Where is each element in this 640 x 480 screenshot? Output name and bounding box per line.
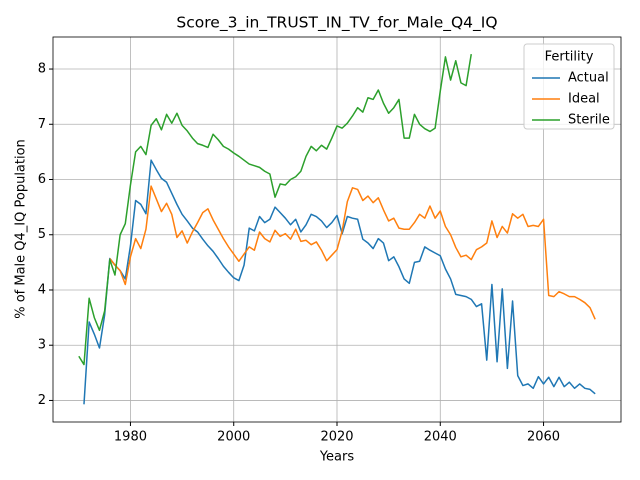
legend-label: Sterile <box>568 113 610 128</box>
legend-box <box>523 43 615 130</box>
x-tick-label: 1980 <box>114 430 147 445</box>
y-tick-label: 7 <box>38 117 46 132</box>
y-axis-label: % of Male Q4_IQ Population <box>14 139 29 319</box>
plot-frame <box>52 36 622 423</box>
legend-title: Fertility <box>545 50 594 65</box>
y-tick-label: 2 <box>38 393 46 408</box>
legend-label: Ideal <box>568 92 600 107</box>
y-tick-label: 8 <box>38 62 46 77</box>
y-tick-label: 5 <box>38 227 46 242</box>
x-tick-label: 2000 <box>217 430 250 445</box>
series-line <box>78 53 472 366</box>
legend-label: Actual <box>568 71 609 86</box>
x-tick-label: 2040 <box>424 430 457 445</box>
chart-title: Score_3_in_TRUST_IN_TV_for_Male_Q4_IQ <box>176 14 497 33</box>
x-tick-label: 2060 <box>527 430 560 445</box>
y-tick-label: 4 <box>38 282 46 297</box>
y-tick-label: 6 <box>38 172 46 187</box>
series-line <box>109 185 596 320</box>
series-line <box>83 159 596 405</box>
x-tick-label: 2020 <box>320 430 353 445</box>
x-axis-label: Years <box>319 450 355 465</box>
y-tick-label: 3 <box>38 338 46 353</box>
